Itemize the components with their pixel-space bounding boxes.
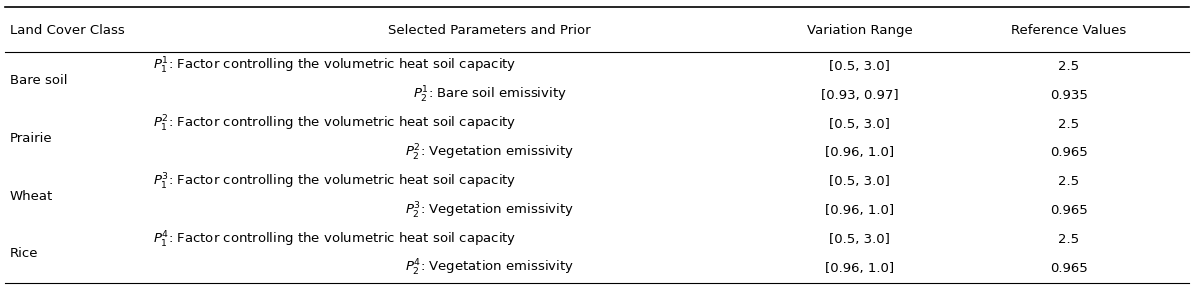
Text: $P_1^1$: Factor controlling the volumetric heat soil capacity: $P_1^1$: Factor controlling the volumetr… <box>153 56 516 76</box>
Text: [0.96, 1.0]: [0.96, 1.0] <box>825 262 894 275</box>
Text: 0.965: 0.965 <box>1050 204 1088 217</box>
Text: [0.5, 3.0]: [0.5, 3.0] <box>830 118 890 130</box>
Text: $P_1^4$: Factor controlling the volumetric heat soil capacity: $P_1^4$: Factor controlling the volumetr… <box>153 230 516 250</box>
Text: [0.93, 0.97]: [0.93, 0.97] <box>820 89 899 102</box>
Text: Variation Range: Variation Range <box>807 24 912 37</box>
Text: 2.5: 2.5 <box>1058 60 1079 73</box>
Text: Wheat: Wheat <box>10 190 53 203</box>
Text: [0.5, 3.0]: [0.5, 3.0] <box>830 175 890 188</box>
Text: [0.96, 1.0]: [0.96, 1.0] <box>825 146 894 159</box>
Text: [0.5, 3.0]: [0.5, 3.0] <box>830 233 890 246</box>
Text: Reference Values: Reference Values <box>1011 24 1126 37</box>
Text: $P_2^2$: Vegetation emissivity: $P_2^2$: Vegetation emissivity <box>405 143 574 163</box>
Text: 2.5: 2.5 <box>1058 233 1079 246</box>
Text: [0.96, 1.0]: [0.96, 1.0] <box>825 204 894 217</box>
Text: Prairie: Prairie <box>10 132 53 145</box>
Text: 2.5: 2.5 <box>1058 118 1079 130</box>
Text: 0.965: 0.965 <box>1050 146 1088 159</box>
Text: Bare soil: Bare soil <box>10 74 67 87</box>
Text: 0.935: 0.935 <box>1050 89 1088 102</box>
Text: $P_2^1$: Bare soil emissivity: $P_2^1$: Bare soil emissivity <box>413 85 566 105</box>
Text: $P_2^3$: Vegetation emissivity: $P_2^3$: Vegetation emissivity <box>405 200 574 221</box>
Text: $P_1^2$: Factor controlling the volumetric heat soil capacity: $P_1^2$: Factor controlling the volumetr… <box>153 114 516 134</box>
Text: $P_1^3$: Factor controlling the volumetric heat soil capacity: $P_1^3$: Factor controlling the volumetr… <box>153 172 516 192</box>
Text: [0.5, 3.0]: [0.5, 3.0] <box>830 60 890 73</box>
Text: Selected Parameters and Prior: Selected Parameters and Prior <box>388 24 591 37</box>
Text: Rice: Rice <box>10 247 38 260</box>
Text: $P_2^4$: Vegetation emissivity: $P_2^4$: Vegetation emissivity <box>405 258 574 278</box>
Text: Land Cover Class: Land Cover Class <box>10 24 124 37</box>
Text: 0.965: 0.965 <box>1050 262 1088 275</box>
Text: 2.5: 2.5 <box>1058 175 1079 188</box>
